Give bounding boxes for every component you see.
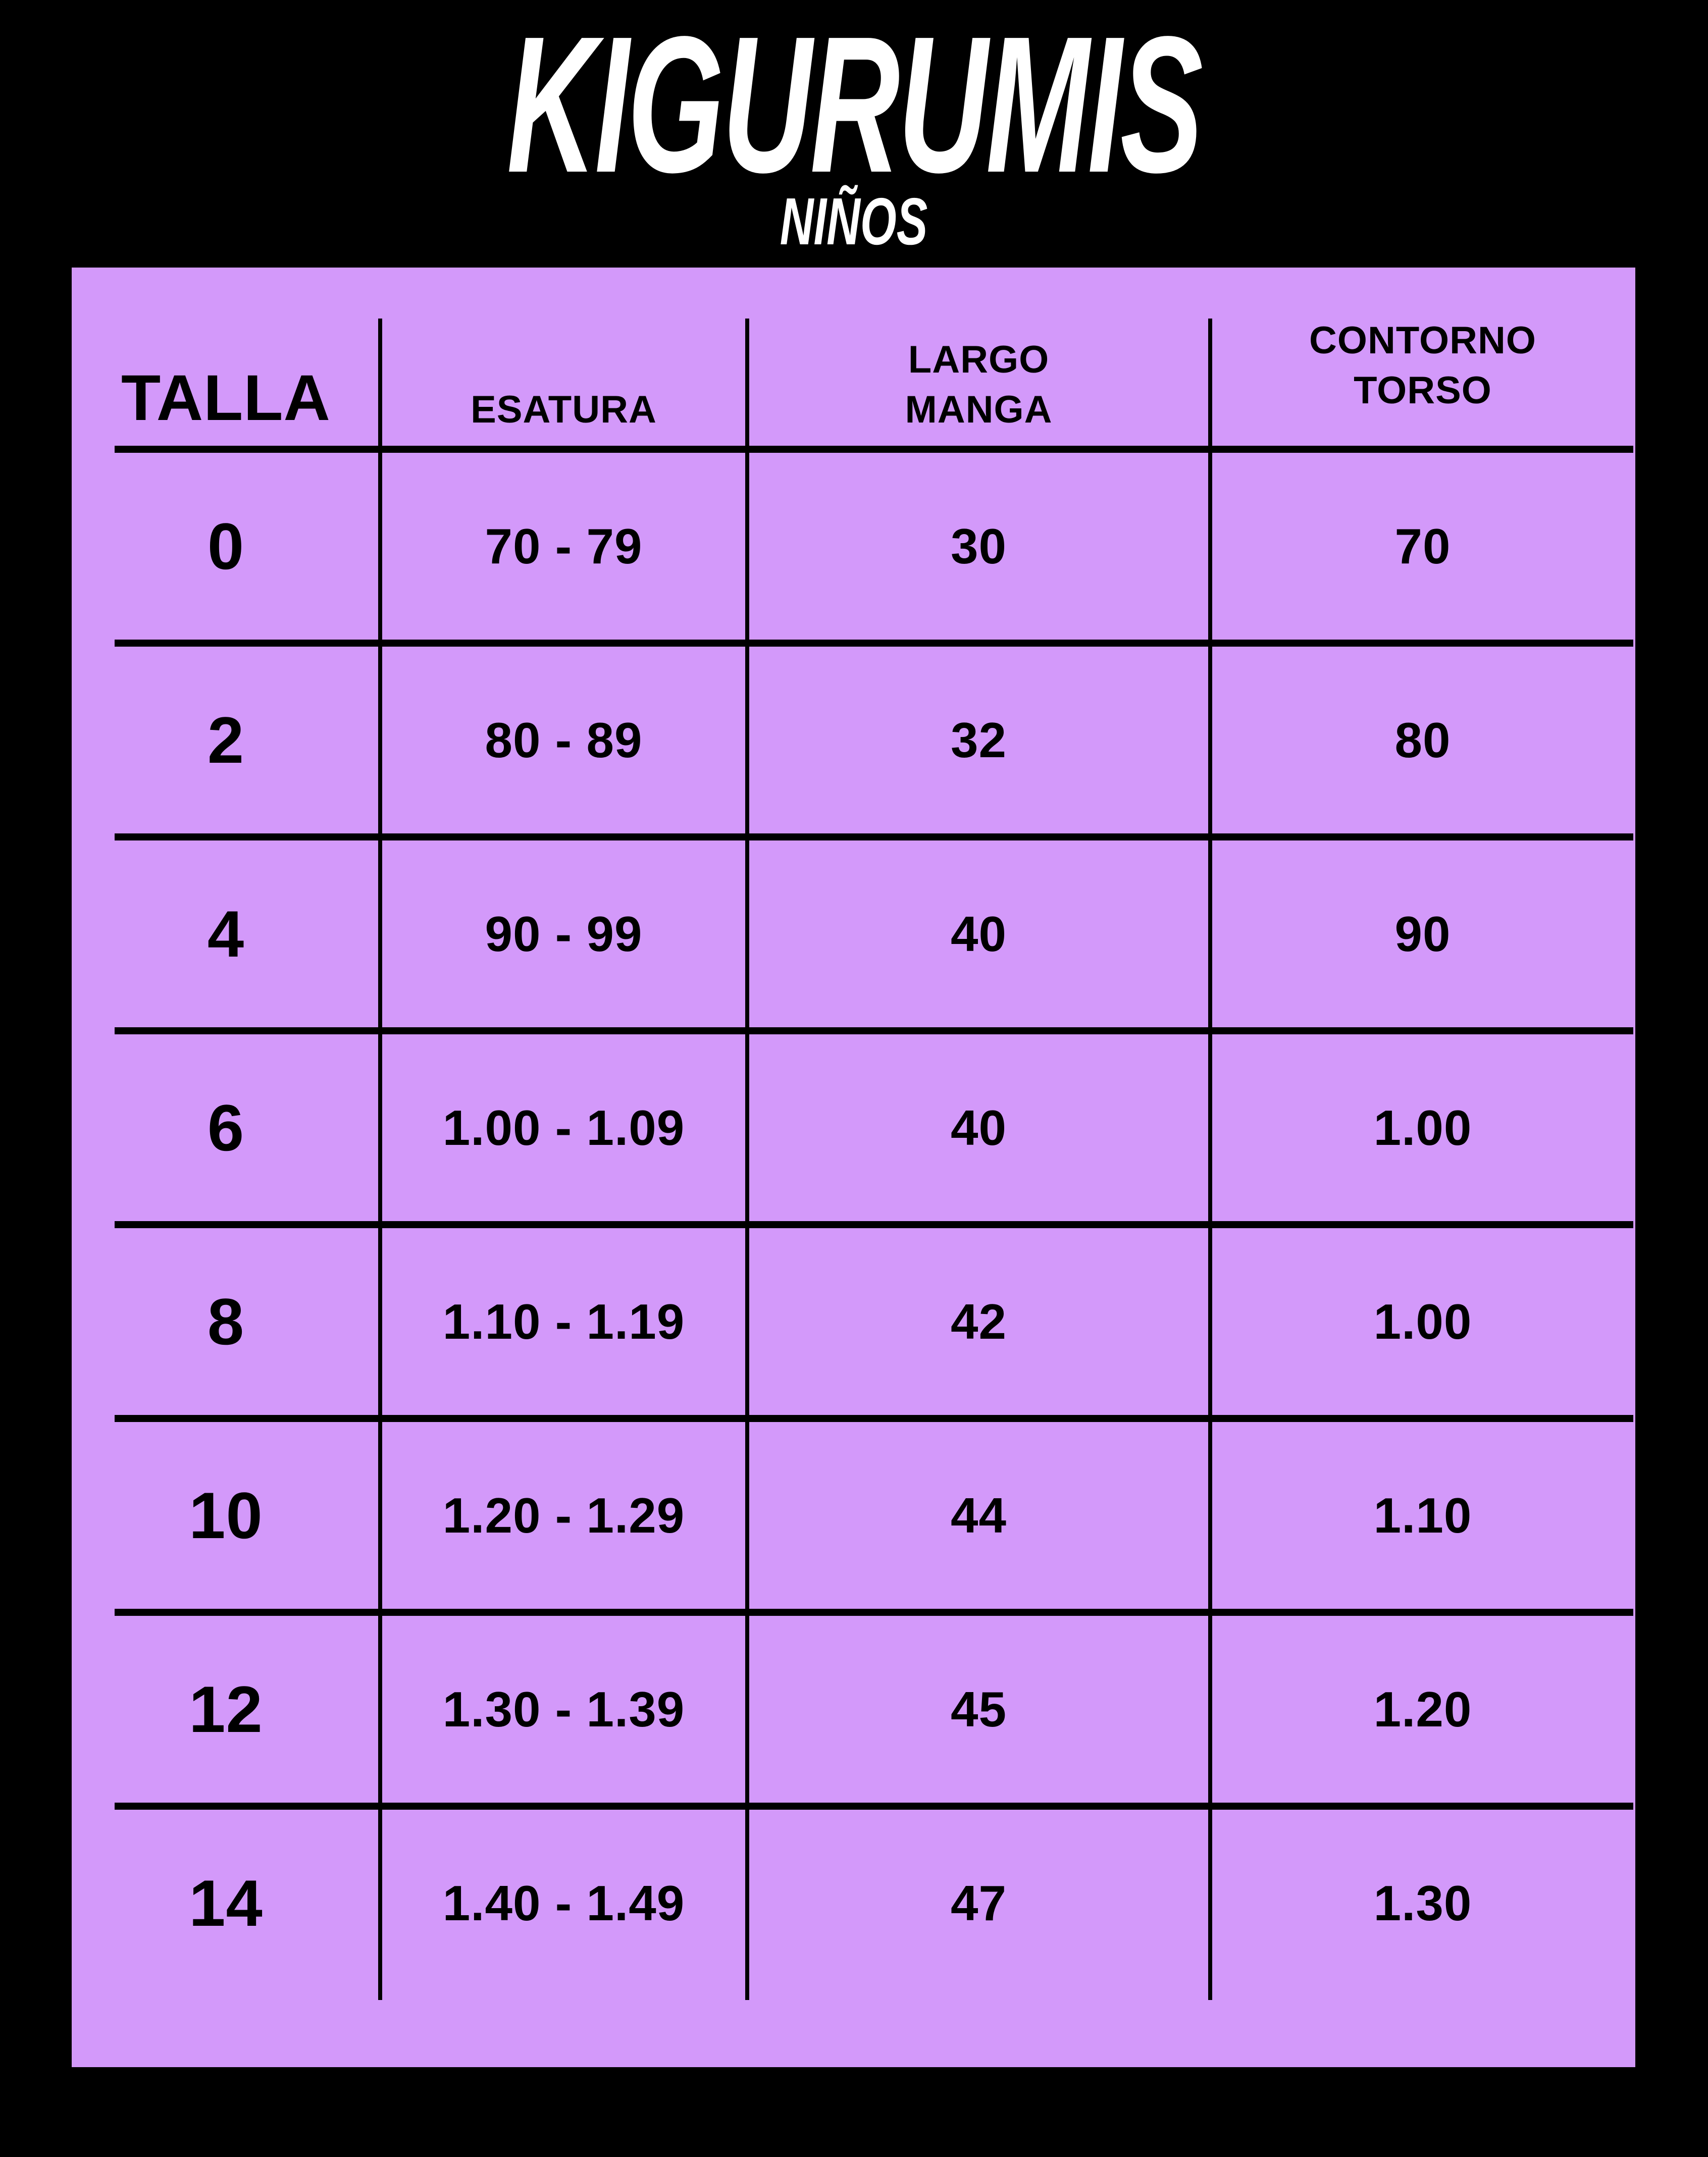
column-divider-1 <box>378 319 382 2000</box>
cell-esatura-5: 1.20 - 1.29 <box>442 1487 685 1543</box>
cell-esatura-7: 1.40 - 1.49 <box>442 1875 685 1931</box>
column-divider-2 <box>745 319 749 2000</box>
cell-talla-7: 14 <box>189 1866 263 1940</box>
cell-largo-manga-5: 44 <box>950 1487 1007 1543</box>
cell-largo-manga-3: 40 <box>950 1099 1007 1155</box>
row-divider-3 <box>115 1027 1633 1034</box>
cell-esatura-4: 1.10 - 1.19 <box>442 1293 685 1349</box>
row-divider-2 <box>115 833 1633 840</box>
header-esatura: ESATURA <box>471 388 657 432</box>
cell-contorno-torso-5: 1.10 <box>1373 1487 1472 1543</box>
row-divider-6 <box>115 1609 1633 1616</box>
row-divider-7 <box>115 1803 1633 1810</box>
cell-contorno-torso-4: 1.00 <box>1373 1293 1472 1349</box>
poster-subtitle-line: NIÑOS <box>0 188 1708 255</box>
cell-largo-manga-4: 42 <box>950 1293 1007 1349</box>
cell-talla-5: 10 <box>189 1479 263 1552</box>
cell-contorno-torso-2: 90 <box>1394 906 1451 962</box>
header-largo-manga: LARGO MANGA <box>905 338 1053 432</box>
header-talla: TALLA <box>121 362 331 434</box>
cell-talla-3: 6 <box>207 1091 245 1165</box>
cell-esatura-0: 70 - 79 <box>485 518 643 574</box>
cell-largo-manga-2: 40 <box>950 906 1007 962</box>
cell-largo-manga-0: 30 <box>950 518 1007 574</box>
row-divider-1 <box>115 640 1633 647</box>
cell-esatura-2: 90 - 99 <box>485 906 643 962</box>
cell-contorno-torso-1: 80 <box>1394 712 1451 768</box>
poster-header: KIGURUMIS NIÑOS <box>0 7 1708 255</box>
row-divider-4 <box>115 1221 1633 1228</box>
row-divider-5 <box>115 1415 1633 1422</box>
cell-esatura-1: 80 - 89 <box>485 712 643 768</box>
poster-title: KIGURUMIS <box>506 0 1203 213</box>
column-divider-3 <box>1208 319 1212 2000</box>
cell-esatura-3: 1.00 - 1.09 <box>442 1099 685 1155</box>
cell-contorno-torso-3: 1.00 <box>1373 1099 1472 1155</box>
cell-talla-6: 12 <box>189 1672 263 1746</box>
cell-talla-1: 2 <box>207 703 245 777</box>
cell-largo-manga-1: 32 <box>950 712 1007 768</box>
cell-talla-2: 4 <box>207 897 245 971</box>
cell-largo-manga-7: 47 <box>950 1875 1007 1931</box>
size-chart-panel: TALLA ESATURA LARGO MANGA CONTORNO TORSO… <box>72 268 1635 2067</box>
cell-contorno-torso-6: 1.20 <box>1373 1681 1472 1737</box>
size-table: TALLA ESATURA LARGO MANGA CONTORNO TORSO… <box>72 268 1635 2000</box>
cell-largo-manga-6: 45 <box>950 1681 1007 1737</box>
poster-title-line: KIGURUMIS <box>0 7 1708 201</box>
header-underline <box>115 446 1633 453</box>
cell-contorno-torso-7: 1.30 <box>1373 1875 1472 1931</box>
header-contorno-torso: CONTORNO TORSO <box>1309 319 1536 412</box>
cell-talla-0: 0 <box>207 509 245 583</box>
cell-contorno-torso-0: 70 <box>1394 518 1451 574</box>
poster-subtitle: NIÑOS <box>780 184 928 258</box>
cell-talla-4: 8 <box>207 1285 245 1358</box>
cell-esatura-6: 1.30 - 1.39 <box>442 1681 685 1737</box>
